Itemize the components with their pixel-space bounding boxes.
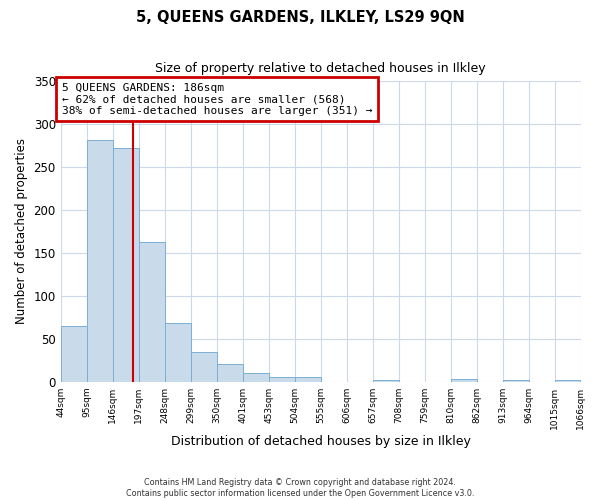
Bar [269,377,295,382]
Bar [61,326,86,382]
Bar [191,352,217,382]
Bar [554,380,580,382]
Bar [451,380,476,382]
Text: Contains HM Land Registry data © Crown copyright and database right 2024.
Contai: Contains HM Land Registry data © Crown c… [126,478,474,498]
Bar [217,364,242,382]
X-axis label: Distribution of detached houses by size in Ilkley: Distribution of detached houses by size … [170,434,470,448]
Bar [113,148,139,382]
Bar [242,374,269,382]
Text: 5 QUEENS GARDENS: 186sqm
← 62% of detached houses are smaller (568)
38% of semi-: 5 QUEENS GARDENS: 186sqm ← 62% of detach… [62,82,372,116]
Title: Size of property relative to detached houses in Ilkley: Size of property relative to detached ho… [155,62,486,76]
Y-axis label: Number of detached properties: Number of detached properties [15,138,28,324]
Bar [295,377,320,382]
Text: 5, QUEENS GARDENS, ILKLEY, LS29 9QN: 5, QUEENS GARDENS, ILKLEY, LS29 9QN [136,10,464,25]
Bar [86,140,113,382]
Bar [503,380,529,382]
Bar [164,324,191,382]
Bar [373,380,398,382]
Bar [139,242,164,382]
